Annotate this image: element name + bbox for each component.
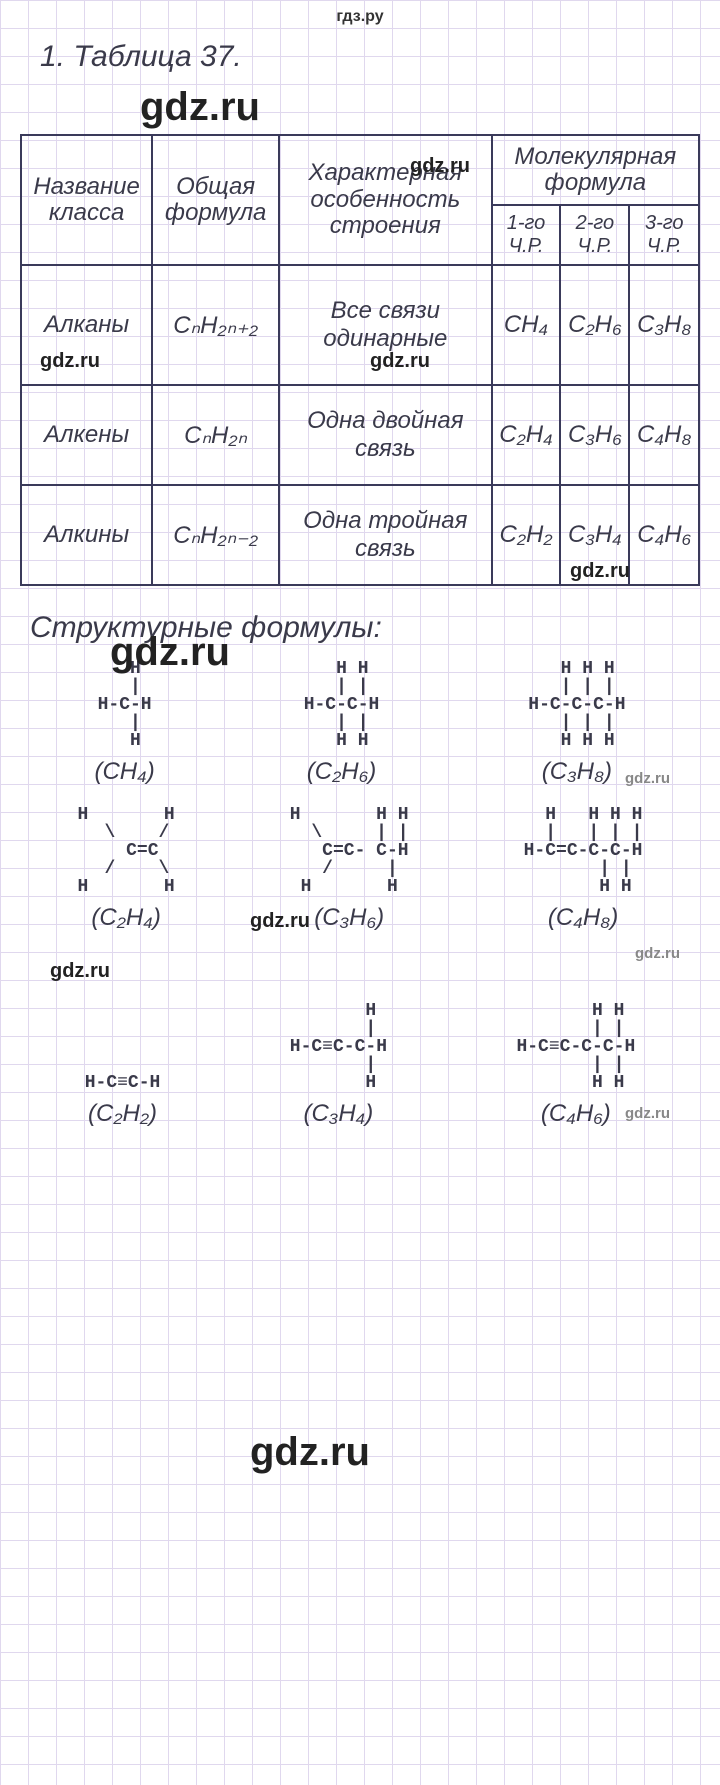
structure: H H H \ | | C=C- C-H / | H H [290,806,409,896]
structure: H H \ / C=C / \ H H [78,806,175,896]
watermark: gdz.ru [410,155,470,178]
watermark: gdz.ru [250,1430,370,1475]
cell-m2: C₃H₆ [560,385,629,485]
structure: H H H H | | | | H-C=C-C-C-H | | H H [524,806,643,896]
formula-label: (CH₄) [94,758,154,786]
formula-label: (C₃H₄) [290,1100,387,1128]
cell-name: Алкены [21,385,152,485]
formula-block: H-C≡C-H (C₂H₂) [85,1056,161,1128]
cell-m2: C₂H₆ [560,265,629,385]
cell-m1: C₂H₂ [492,485,561,585]
cell-m1: CH₄ [492,265,561,385]
cell-m3: C₄H₆ [629,485,699,585]
structure: H | H-C≡C-C-H | H [290,1002,387,1092]
formula-block: H H H H | | | | H-C=C-C-C-H | | H H (C₄H… [524,806,643,932]
formula-row: H H \ / C=C / \ H H (C₂H₄) H H H \ | | C… [10,806,710,932]
formula-row: H-C≡C-H (C₂H₂) H | H-C≡C-C-H | H (C₃H₄) … [10,1002,710,1128]
title-row: 1. Таблица 37. [10,40,710,74]
cell-m1: C₂H₄ [492,385,561,485]
title-number: 1. [40,40,65,73]
watermark: gdz.ru [570,560,630,583]
cell-formula: CₙH₂ₙ₊₂ [152,265,279,385]
cell-feature: Одна двойная связь [279,385,492,485]
header-formula: Общая формула [152,135,279,265]
watermark: gdz.ru [635,945,680,962]
formula-label: (C₃H₈) [528,758,625,786]
structure: H H | | H-C-C-H | | H H [304,660,380,750]
cell-feature: Одна тройная связь [279,485,492,585]
formula-label: (C₂H₆) [304,758,380,786]
formula-label: (C₄H₈) [524,904,643,932]
header-molecular: Молекулярная формула [492,135,699,205]
formula-block: H H \ / C=C / \ H H (C₂H₄) [78,806,175,932]
title-text: Таблица 37. [73,40,241,73]
watermark: gdz.ru [625,1105,670,1122]
cell-m3: C₃H₈ [629,265,699,385]
subheader-2: 2-го Ч.Р. [560,205,629,265]
page-content: 1. Таблица 37. gdz.ru gdz.ru gdz.ru gdz.… [10,40,710,1775]
cell-name: Алкины [21,485,152,585]
subheader-1: 1-го Ч.Р. [492,205,561,265]
formula-label: (C₂H₂) [85,1100,161,1128]
chemistry-table: Название класса Общая формула Характерна… [20,134,700,586]
formula-label: (C₄H₆) [516,1100,635,1128]
formula-block: H H H | | | H-C-C-C-H | | | H H H (C₃H₈) [528,660,625,786]
cell-formula: CₙH₂ₙ [152,385,279,485]
subheader-3: 3-го Ч.Р. [629,205,699,265]
formula-label: (C₂H₄) [78,904,175,932]
structural-formulas: H | H-C-H | H (CH₄) H H | | H-C-C-H | | … [10,660,710,1128]
watermark: gdz.ru [140,85,260,130]
header-name: Название класса [21,135,152,265]
cell-formula: CₙH₂ₙ₋₂ [152,485,279,585]
watermark: gdz.ru [110,630,230,675]
formula-block: H | H-C-H | H (CH₄) [94,660,154,786]
formula-block: H H | | H-C≡C-C-C-H | | H H (C₄H₆) [516,1002,635,1128]
cell-m3: C₄H₈ [629,385,699,485]
watermark: gdz.ru [250,910,310,933]
formula-block: H | H-C≡C-C-H | H (C₃H₄) [290,1002,387,1128]
watermark: gdz.ru [625,770,670,787]
site-header: гдз.ру [0,8,720,26]
structure: H-C≡C-H [85,1056,161,1092]
structure: H H H | | | H-C-C-C-H | | | H H H [528,660,625,750]
watermark: gdz.ru [50,960,110,983]
structure: H H | | H-C≡C-C-C-H | | H H [516,1002,635,1092]
watermark: gdz.ru [370,350,430,373]
formula-block: H H | | H-C-C-H | | H H (C₂H₆) [304,660,380,786]
formula-row: H | H-C-H | H (CH₄) H H | | H-C-C-H | | … [10,660,710,786]
watermark: gdz.ru [40,350,100,373]
